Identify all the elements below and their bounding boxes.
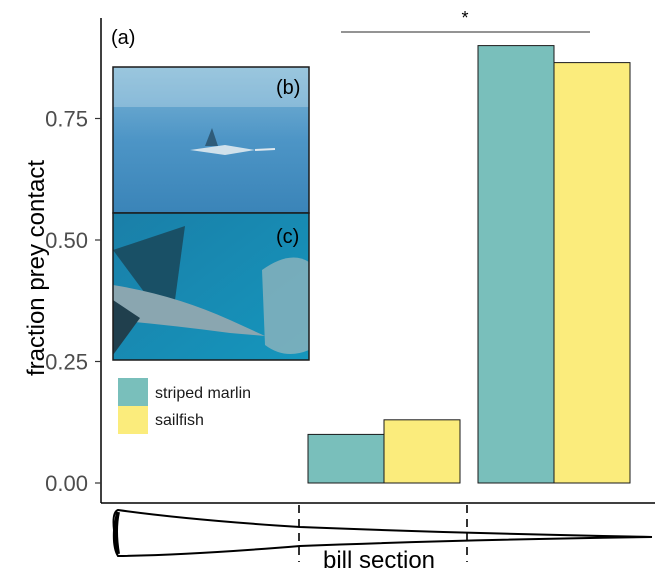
- y-axis-ticks: 0.00 0.25 0.50 0.75: [45, 107, 101, 496]
- y-axis-title: fraction prey contact: [23, 160, 50, 376]
- y-tick-label: 0.00: [45, 471, 88, 496]
- bill-illustration: [112, 508, 653, 558]
- y-tick-label: 0.50: [45, 228, 88, 253]
- bars: [307, 45, 631, 484]
- bar-striped-marlin-1: [307, 433, 385, 484]
- legend-swatch-sailfish: [118, 406, 148, 434]
- x-axis-title: bill section: [323, 547, 435, 572]
- bar-striped-marlin-2: [477, 45, 555, 484]
- legend: striped marlin sailfish: [118, 378, 251, 434]
- y-tick-label: 0.25: [45, 350, 88, 375]
- panel-label-a: (a): [111, 27, 135, 49]
- legend-label-striped-marlin: striped marlin: [155, 385, 251, 402]
- bar-sailfish-2: [553, 62, 631, 484]
- photo-inset-b: (b): [112, 66, 310, 214]
- legend-label-sailfish: sailfish: [155, 412, 204, 429]
- photo-inset-c: (c): [112, 212, 310, 361]
- panel-label-b: (b): [276, 77, 300, 99]
- bar-sailfish-1: [383, 419, 461, 484]
- legend-swatch-striped-marlin: [118, 378, 148, 406]
- significance-marker: *: [461, 8, 468, 28]
- y-tick-label: 0.75: [45, 107, 88, 132]
- panel-label-c: (c): [276, 226, 299, 248]
